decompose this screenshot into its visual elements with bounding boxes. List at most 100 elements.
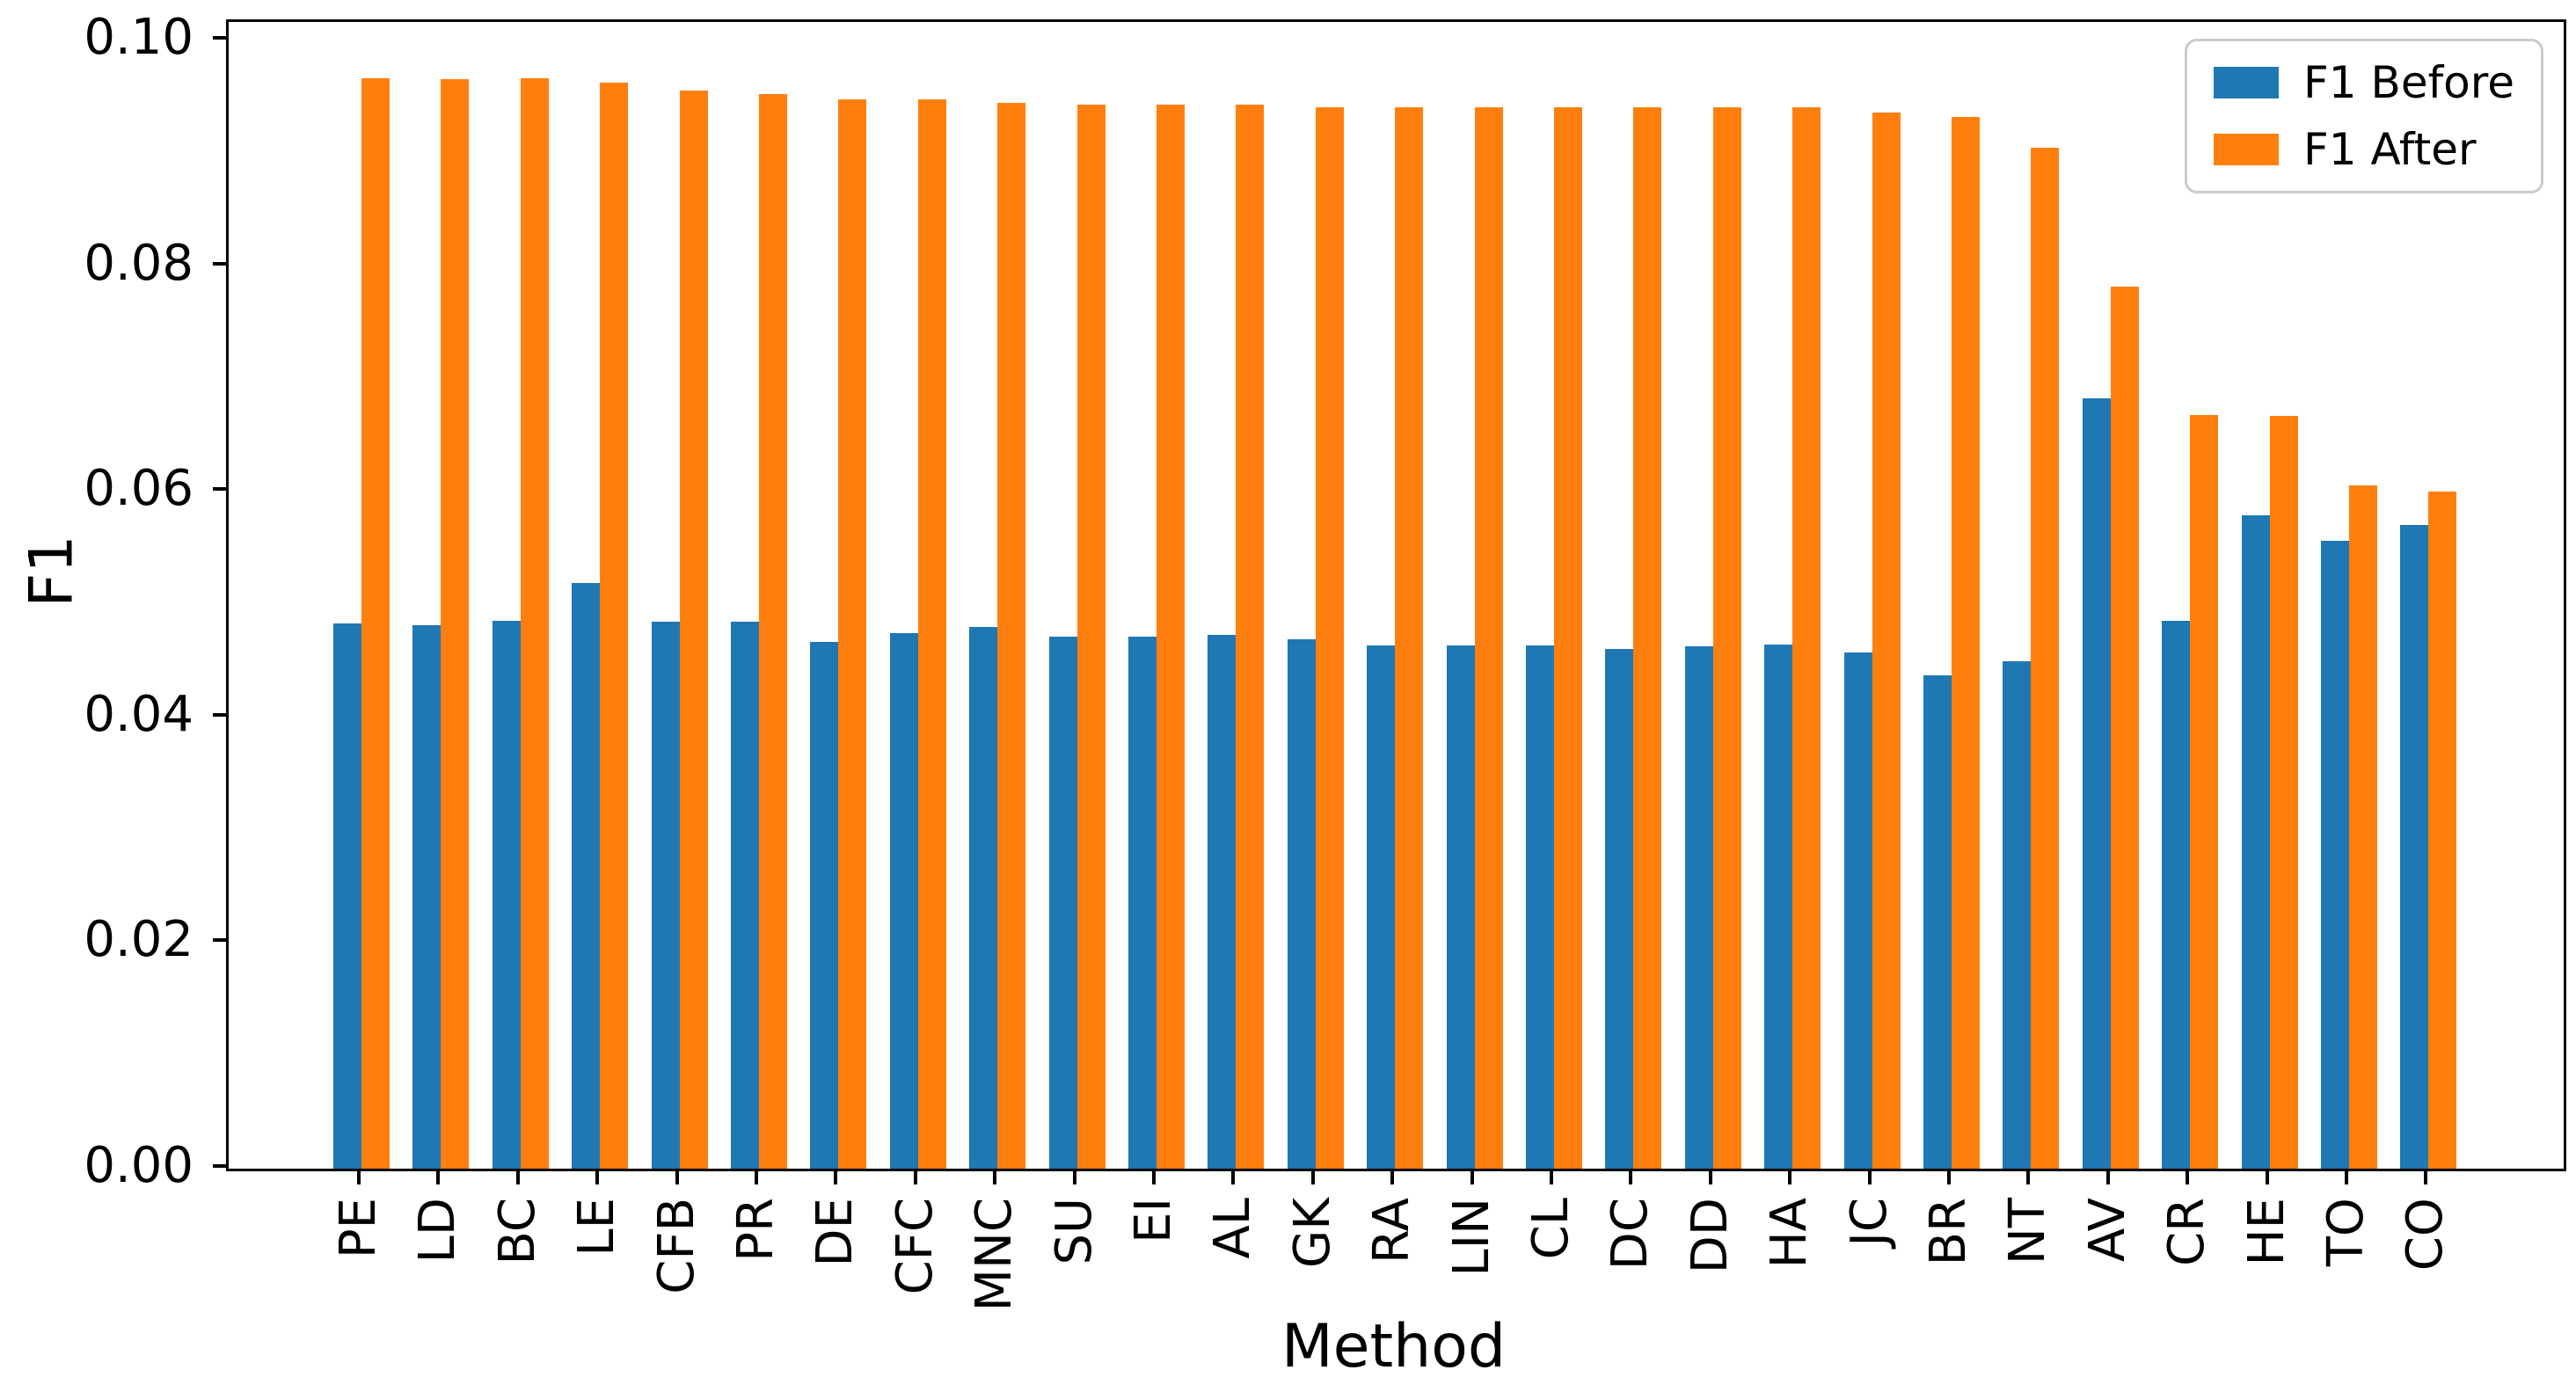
x-tick-gk	[1310, 1171, 1315, 1184]
x-tick-cl	[1550, 1171, 1553, 1184]
x-tick-mnc	[993, 1171, 997, 1184]
x-tick-br	[1947, 1171, 1951, 1184]
x-tick-ra	[1390, 1171, 1395, 1184]
x-tick-label-dd: DD	[1681, 1198, 1739, 1274]
x-tick-al	[1231, 1171, 1236, 1184]
bar-f1-after-pr	[759, 93, 787, 1169]
bar-f1-after-gk	[1315, 106, 1344, 1169]
bar-f1-before-br	[1923, 675, 1952, 1169]
plot-area	[226, 19, 2566, 1171]
x-tick-label-cfb: CFB	[647, 1198, 705, 1294]
bar-f1-before-mnc	[969, 627, 998, 1169]
x-tick-dd	[1708, 1171, 1712, 1184]
y-tick-label-0.04: 0.04	[84, 685, 193, 743]
bar-f1-before-su	[1048, 636, 1077, 1169]
y-tick-0.10	[213, 36, 226, 40]
legend-item-f1-before: F1 Before	[2214, 61, 2514, 105]
bar-f1-after-jc	[1872, 113, 1901, 1169]
x-tick-label-de: DE	[806, 1198, 865, 1267]
x-tick-label-gk: GK	[1283, 1198, 1341, 1269]
x-tick-cfc	[913, 1171, 917, 1184]
bar-f1-before-al	[1208, 635, 1237, 1169]
x-tick-cr	[2186, 1171, 2190, 1184]
bar-f1-after-to	[2349, 485, 2377, 1169]
x-tick-ld	[436, 1171, 441, 1184]
y-tick-0.04	[213, 712, 226, 717]
legend-label: F1 Before	[2303, 57, 2514, 108]
bar-f1-after-av	[2110, 286, 2139, 1169]
bar-f1-after-mnc	[997, 102, 1026, 1169]
bar-f1-after-cfb	[679, 90, 708, 1169]
bar-f1-after-ha	[1792, 106, 1821, 1169]
x-tick-to	[2345, 1171, 2348, 1184]
f1-before-swatch	[2214, 67, 2280, 98]
bar-f1-after-pe	[361, 77, 390, 1169]
bar-f1-before-dc	[1605, 648, 1634, 1169]
x-tick-av	[2105, 1171, 2110, 1184]
bar-f1-before-pe	[333, 623, 361, 1169]
bar-f1-after-ei	[1157, 105, 1185, 1169]
bar-f1-after-br	[1952, 117, 1980, 1169]
bar-f1-after-al	[1236, 105, 1265, 1169]
x-tick-cfb	[675, 1171, 679, 1184]
legend: F1 Before F1 After	[2185, 39, 2543, 193]
y-tick-label-0.08: 0.08	[84, 234, 193, 292]
bar-f1-before-ra	[1367, 645, 1396, 1169]
y-tick-0.08	[213, 261, 226, 266]
bar-f1-before-cl	[1526, 645, 1554, 1169]
bar-f1-after-lin	[1474, 106, 1503, 1169]
bar-f1-before-gk	[1287, 639, 1316, 1169]
x-tick-co	[2424, 1171, 2428, 1184]
bar-f1-before-ha	[1764, 644, 1793, 1169]
bar-f1-before-le	[572, 583, 601, 1169]
bar-f1-after-de	[838, 98, 867, 1169]
x-tick-label-su: SU	[1045, 1198, 1103, 1265]
x-tick-label-cfc: CFC	[886, 1198, 944, 1295]
bar-f1-after-bc	[520, 77, 549, 1169]
x-tick-label-ha: HA	[1761, 1198, 1819, 1269]
x-tick-label-ld: LD	[409, 1198, 467, 1264]
x-tick-label-dc: DC	[1602, 1198, 1660, 1271]
bar-f1-before-cr	[2162, 620, 2191, 1169]
y-tick-label-0.10: 0.10	[84, 9, 193, 67]
bar-f1-before-de	[810, 641, 839, 1169]
x-tick-label-av: AV	[2078, 1198, 2136, 1263]
x-tick-pe	[357, 1171, 361, 1184]
x-tick-label-lin: LIN	[1442, 1198, 1500, 1277]
y-tick-0.02	[213, 938, 226, 943]
x-tick-he	[2265, 1171, 2269, 1184]
y-tick-label-0.02: 0.02	[84, 911, 193, 969]
bar-f1-after-nt	[2031, 148, 2060, 1169]
x-tick-nt	[2026, 1171, 2031, 1184]
x-tick-label-pr: PR	[727, 1198, 784, 1262]
bar-f1-after-ra	[1395, 106, 1424, 1169]
bar-f1-after-dc	[1633, 106, 1662, 1169]
x-tick-ei	[1152, 1171, 1156, 1184]
bar-f1-before-ei	[1128, 636, 1157, 1169]
x-tick-label-bc: BC	[488, 1198, 546, 1265]
x-tick-label-pe: PE	[330, 1198, 387, 1259]
bar-f1-before-co	[2400, 524, 2429, 1169]
bar-f1-after-cfc	[917, 98, 946, 1169]
x-tick-label-ra: RA	[1363, 1198, 1421, 1264]
x-tick-label-br: BR	[1920, 1198, 1977, 1266]
bar-f1-before-bc	[492, 620, 521, 1169]
x-tick-label-to: TO	[2317, 1198, 2375, 1267]
legend-label: F1 After	[2303, 124, 2477, 175]
bar-f1-before-lin	[1446, 645, 1475, 1169]
x-tick-label-cr: CR	[2158, 1198, 2216, 1267]
legend-item-f1-after: F1 After	[2214, 128, 2514, 171]
bar-f1-before-cfc	[889, 632, 918, 1169]
bar-f1-before-to	[2321, 540, 2349, 1169]
y-axis-title: F1	[17, 535, 87, 608]
bar-f1-before-av	[2082, 397, 2111, 1169]
bar-f1-before-dd	[1684, 646, 1713, 1169]
bar-f1-before-jc	[1843, 652, 1872, 1169]
y-tick-label-0.06: 0.06	[84, 460, 193, 518]
x-tick-label-ei: EI	[1125, 1198, 1182, 1243]
x-tick-le	[595, 1171, 600, 1184]
x-axis-title: Method	[1281, 1312, 1507, 1381]
y-tick-label-0.00: 0.00	[84, 1137, 193, 1194]
f1-after-swatch	[2214, 134, 2280, 165]
